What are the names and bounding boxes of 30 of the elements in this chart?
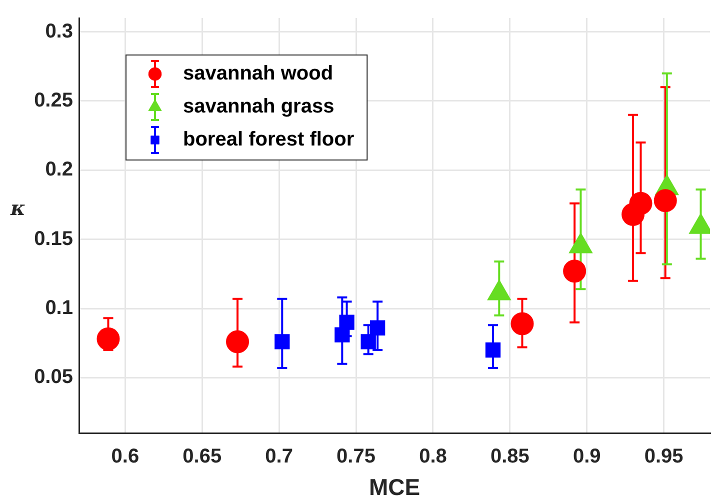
x-tick-label: 0.95: [644, 446, 684, 468]
y-tick-label: 0.25: [34, 90, 73, 112]
y-axis-title: κ: [10, 196, 26, 220]
x-tick-label: 0.9: [572, 446, 601, 468]
y-tick-label: 0.15: [34, 228, 73, 250]
x-tick-label: 0.75: [336, 446, 376, 468]
point: [563, 260, 586, 283]
x-axis-title: MCE: [368, 474, 420, 500]
y-tick-label: 0.2: [45, 158, 73, 181]
x-tick-label: 0.8: [419, 446, 447, 468]
y-tick-label: 0.1: [45, 297, 73, 320]
x-tick-label: 0.6: [111, 446, 140, 468]
x-tick-label: 0.65: [182, 446, 222, 468]
point: [370, 320, 386, 336]
x-tick-label: 0.7: [265, 446, 293, 468]
point: [339, 314, 354, 330]
point: [629, 192, 652, 215]
legend-label: savannah grass: [183, 96, 334, 118]
point: [654, 189, 677, 212]
legend-label: savannah wood: [183, 62, 334, 85]
x-tick-label: 0.85: [490, 446, 530, 468]
legend-label: boreal forest floor: [183, 128, 354, 151]
y-tick-label: 0.05: [34, 366, 73, 388]
point: [226, 330, 250, 354]
y-tick-label: 0.3: [45, 20, 73, 42]
point: [274, 334, 290, 350]
point: [510, 312, 534, 336]
point: [485, 342, 501, 358]
point: [360, 334, 376, 350]
point: [96, 327, 120, 350]
